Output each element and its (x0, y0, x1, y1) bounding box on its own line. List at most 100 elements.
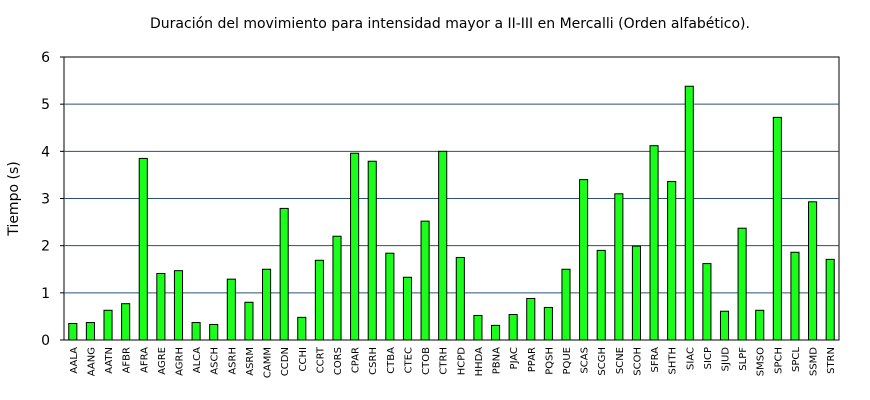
bars (68, 85, 835, 341)
bar-ccdn (279, 207, 289, 341)
bar-sjud (719, 310, 730, 341)
bar-ctec (402, 276, 413, 341)
x-tick-label: SSMD (809, 347, 820, 376)
x-tick-label: CORS (333, 347, 344, 375)
bar-pjac (508, 314, 518, 341)
bar-alca (191, 322, 201, 341)
x-tick-label: PQUE (562, 347, 573, 375)
bar-ccrt (314, 259, 324, 341)
x-tick-label: SJUD (721, 347, 732, 372)
bar-ctob (420, 220, 430, 341)
bar-ctba (385, 252, 395, 341)
bar-asch (209, 323, 219, 341)
x-tick-label: PJAC (509, 347, 520, 369)
bar-aang (85, 322, 95, 341)
bar-asrm (244, 301, 254, 341)
x-tick-label: ASCH (210, 347, 221, 375)
bar-siac (684, 85, 694, 341)
bar-aala (68, 322, 78, 341)
x-tick-label: HHDA (474, 347, 485, 377)
bar-afra (138, 157, 148, 341)
y-tick-label: 1 (41, 286, 50, 302)
grid-lines (64, 103, 839, 294)
bar-slpf (737, 227, 747, 341)
x-tick-label: CPAR (351, 347, 362, 373)
bar-sicp (702, 263, 712, 341)
y-tick-label: 0 (41, 333, 50, 349)
x-tick-label: SCGH (597, 347, 608, 376)
bar-smso (755, 309, 765, 341)
bar-asrh (226, 278, 236, 341)
bar-spch (772, 116, 782, 341)
x-tick-label: AANG (86, 347, 97, 376)
x-tick-label: CTOB (421, 347, 432, 375)
chart-title: Duración del movimiento para intensidad … (150, 16, 750, 32)
x-tick-label: STRN (826, 347, 837, 374)
y-axis-ticks: 0 1 2 3 4 5 6 (41, 50, 64, 349)
bar-scne (614, 193, 624, 341)
x-tick-label: AFRA (139, 347, 150, 373)
x-tick-label: SCOH (632, 347, 643, 376)
x-tick-label: CTRH (439, 347, 450, 375)
x-tick-label: ALCA (192, 347, 203, 373)
x-tick-label: AGRE (157, 347, 168, 375)
x-tick-label: ASRH (227, 347, 238, 375)
bar-scgh (596, 249, 606, 341)
y-tick-label: 2 (41, 239, 50, 255)
bar-cchi (297, 316, 307, 341)
bar-ctrh (438, 150, 448, 341)
x-tick-label: SPCH (773, 347, 784, 374)
x-tick-label: PQSH (544, 347, 555, 375)
x-tick-label: CSRH (368, 347, 379, 375)
bar-ppar (526, 297, 536, 341)
x-tick-label: SCAS (580, 347, 591, 374)
x-tick-label: AALA (69, 347, 80, 374)
bar-pqsh (543, 306, 553, 341)
bar-cors (332, 235, 342, 341)
bar-csrh (367, 160, 377, 341)
bar-strn (825, 258, 835, 341)
x-tick-label: SMSO (756, 347, 767, 376)
x-tick-label: AATN (104, 347, 115, 374)
y-tick-label: 4 (41, 144, 50, 160)
bar-ssmd (808, 201, 818, 341)
x-tick-label: CTBA (386, 347, 397, 374)
bar-shth (667, 181, 677, 341)
x-tick-label: SCNE (615, 347, 626, 374)
y-axis-title: Tiempo (s) (6, 161, 22, 236)
bar-pbna (490, 324, 501, 341)
x-tick-label: SFRA (650, 347, 661, 373)
x-tick-label: SICP (703, 347, 714, 369)
x-tick-label: CCRT (315, 346, 326, 373)
x-tick-label: ASRM (245, 347, 256, 376)
bar-cpar (350, 152, 360, 341)
x-tick-label: AGRH (174, 347, 185, 376)
bar-scas (579, 179, 589, 341)
bar-hcpd (455, 256, 465, 341)
x-tick-label: SIAC (685, 347, 696, 370)
x-tick-label: CTEC (403, 347, 414, 373)
x-tick-label: PPAR (527, 347, 538, 372)
x-tick-label: AFBR (122, 347, 133, 373)
x-tick-label: HCPD (456, 347, 467, 376)
bar-pque (561, 268, 571, 341)
x-tick-label: CCHI (298, 347, 309, 371)
y-tick-label: 5 (41, 97, 50, 113)
x-tick-label: SLPF (738, 347, 749, 371)
y-tick-label: 6 (41, 50, 50, 66)
bar-spcl (790, 251, 800, 341)
bar-sfra (649, 145, 659, 341)
x-tick-label: SPCL (791, 347, 802, 372)
bar-camm (262, 268, 272, 341)
x-axis-labels: AALA AANG AATN AFBR AFRA AGRE AGRH ALCA ASCH ASRH… (69, 346, 837, 378)
bar-agrh (173, 270, 184, 341)
bar-hhda (473, 314, 483, 341)
x-tick-label: CCDN (280, 347, 291, 376)
bar-scoh (631, 245, 641, 341)
x-tick-label: CAMM (263, 347, 274, 378)
bar-agre (156, 273, 166, 341)
y-tick-label: 3 (41, 192, 50, 208)
bar-aatn (103, 309, 113, 341)
x-tick-label: SHTH (668, 347, 679, 375)
